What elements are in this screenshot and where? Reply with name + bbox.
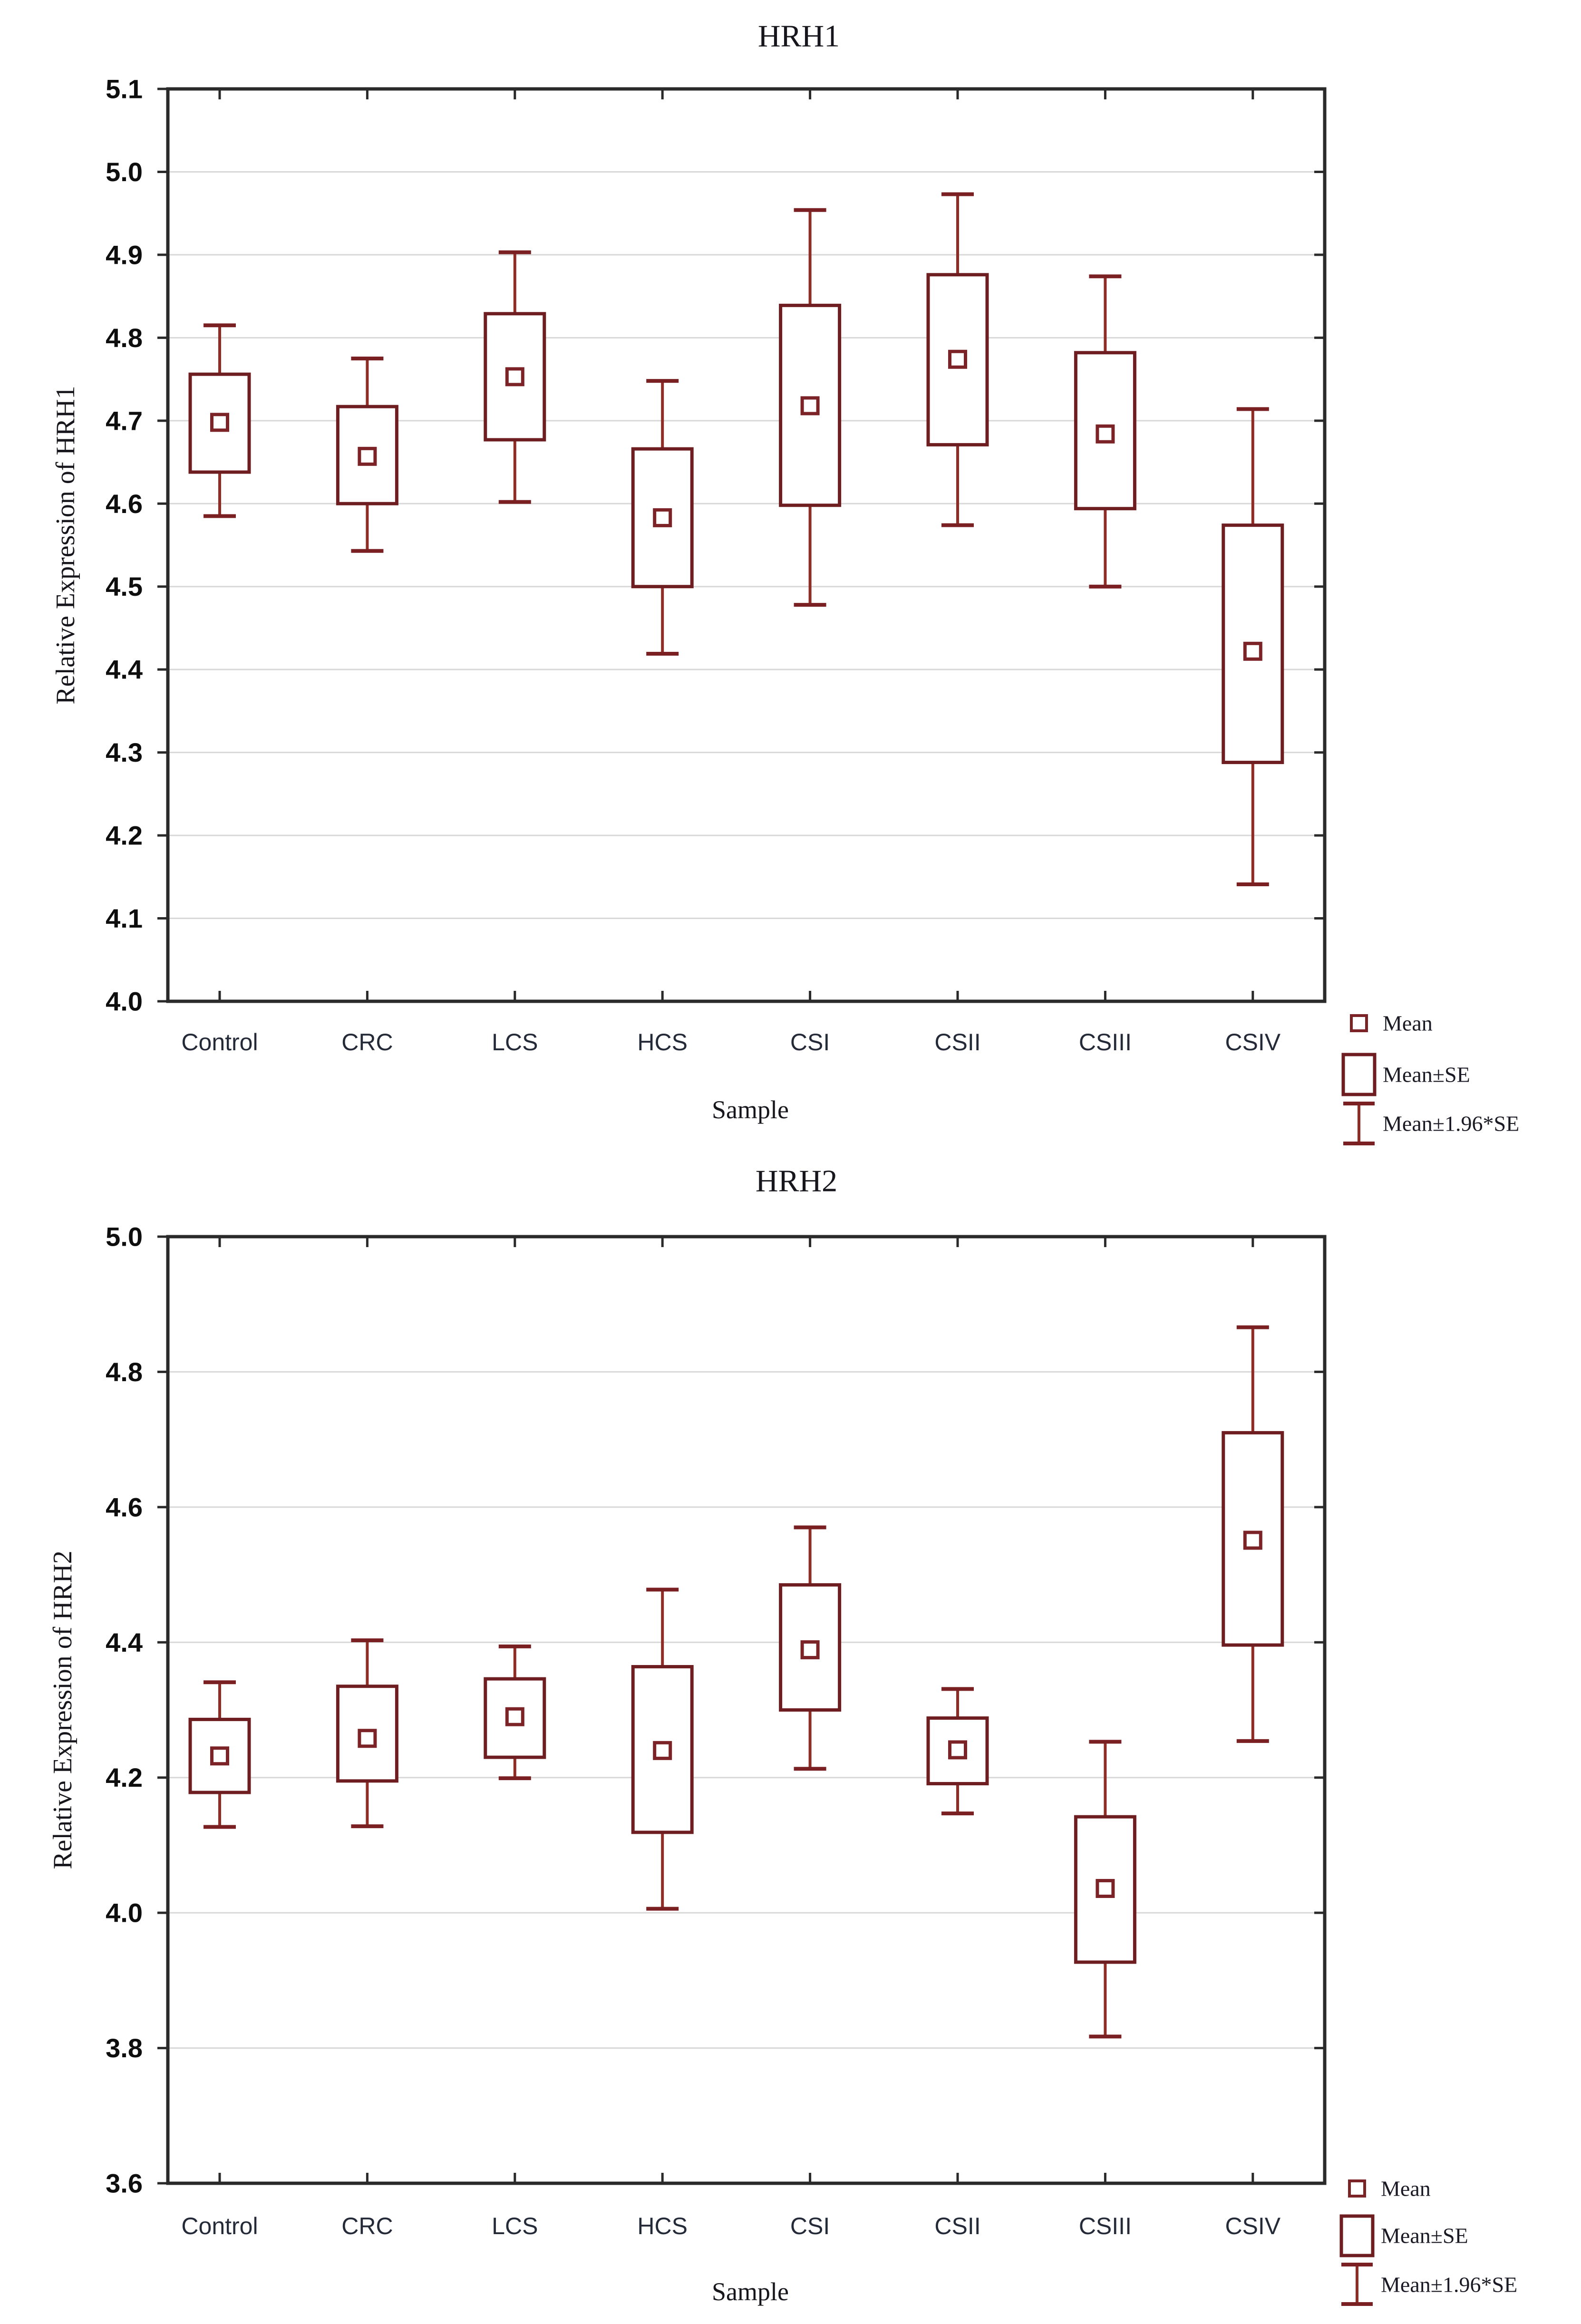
y-tick-label: 3.8 (106, 2033, 143, 2063)
y-tick-label: 3.6 (106, 2169, 143, 2198)
y-axis-title: Relative Expression of HRH2 (48, 1550, 78, 1869)
mean-marker (210, 1746, 229, 1766)
mean-marker (358, 1729, 377, 1748)
chart-hrh1: 5.1 5.0 4.9 4.8 4.7 4.6 4.5 4.4 4.3 4.2 4.1 4.0 Cont… (51, 19, 1519, 1145)
box-plot-CSII (926, 192, 989, 527)
chart-title: HRH2 (756, 1164, 837, 1199)
legend-se-box-marker (1341, 1053, 1377, 1096)
box-plot-CSIII (1074, 274, 1136, 589)
legend-label: Mean±SE (1383, 1063, 1470, 1087)
mean-marker (800, 1640, 820, 1659)
mean-marker (505, 367, 524, 387)
y-tick-label: 4.3 (106, 737, 143, 767)
x-tick-label: CSII (934, 2213, 980, 2239)
x-tick-label: CSIII (1079, 1029, 1132, 1055)
y-tick-label: 5.0 (106, 157, 143, 187)
box-plot-Control (188, 323, 251, 518)
mean-marker (653, 1741, 672, 1760)
legend-mean-marker (1348, 2179, 1366, 2198)
y-tick-label: 4.1 (106, 903, 143, 933)
mean-marker (1096, 1879, 1115, 1898)
x-tick-label: CRC (341, 1029, 393, 1055)
mean-marker (800, 396, 820, 416)
y-tick-label: 4.8 (106, 1357, 143, 1387)
y-tick-label: 4.7 (106, 406, 143, 436)
x-tick-label: CSIV (1225, 2213, 1280, 2239)
legend-mean-marker (1350, 1014, 1368, 1032)
legend-label: Mean±1.96*SE (1383, 1112, 1519, 1136)
y-tick-label: 4.0 (106, 1898, 143, 1928)
x-tick-label: CSI (790, 1029, 830, 1055)
box-plot-CSIII (1074, 1740, 1136, 2039)
box-plot-HCS (631, 379, 694, 656)
legend-label: Mean±SE (1381, 2224, 1468, 2248)
x-tick-label: HCS (637, 1029, 688, 1055)
chart-title: HRH1 (758, 19, 840, 54)
x-tick-label: CSI (790, 2213, 830, 2239)
y-tick-label: 4.0 (106, 987, 143, 1017)
legend-label: Mean±1.96*SE (1381, 2273, 1517, 2297)
y-tick-label: 5.1 (106, 74, 143, 104)
y-tick-label: 4.2 (106, 1762, 143, 1792)
x-axis-title: Sample (712, 1095, 789, 1124)
plot-frame (166, 1235, 1327, 2185)
box-plot-CSII (926, 1687, 989, 1816)
box-plot-CSI (779, 1525, 842, 1771)
y-tick-label: 5.0 (106, 1222, 143, 1252)
x-tick-label: Control (181, 1029, 258, 1055)
x-tick-label: CSII (934, 1029, 980, 1055)
y-axis-title: Relative Expression of HRH1 (51, 386, 80, 704)
mean-marker (1096, 424, 1115, 444)
se-box (188, 1717, 251, 1794)
y-tick-label: 4.6 (106, 489, 143, 519)
y-tick-label: 4.6 (106, 1492, 143, 1522)
box-plot-CRC (336, 1638, 398, 1829)
x-tick-label: Control (181, 2213, 258, 2239)
mean-marker (358, 446, 377, 466)
x-tick-label: LCS (492, 1029, 538, 1055)
y-tick-label: 4.9 (106, 240, 143, 270)
y-tick-label: 4.4 (106, 655, 143, 685)
mean-marker (948, 1740, 967, 1760)
legend-label: Mean (1383, 1011, 1433, 1036)
box-plot-Control (188, 1680, 251, 1829)
x-tick-label: CRC (341, 2213, 393, 2239)
box-plot-LCS (484, 250, 546, 504)
box-plot-CSIV (1222, 407, 1284, 887)
y-tick-label: 4.4 (106, 1627, 143, 1657)
mean-marker (505, 1707, 524, 1726)
box-plot-CSIV (1222, 1325, 1284, 1743)
mean-marker (948, 349, 967, 369)
x-tick-label: LCS (492, 2213, 538, 2239)
box-plot-CRC (336, 356, 398, 553)
legend-label: Mean (1381, 2177, 1431, 2201)
x-tick-label: HCS (637, 2213, 688, 2239)
y-tick-label: 4.5 (106, 571, 143, 601)
x-axis-title: Sample (712, 2277, 789, 2306)
mean-marker (653, 508, 672, 527)
box-plot-LCS (484, 1644, 546, 1781)
box-plot-CSI (779, 208, 842, 607)
legend: Mean Mean±SE Mean±1.96*SE (1339, 2177, 1517, 2306)
plot-frame (166, 87, 1327, 1003)
legend: Mean Mean±SE Mean±1.96*SE (1341, 1011, 1519, 1145)
x-tick-label: CSIII (1079, 2213, 1132, 2239)
y-tick-label: 4.2 (106, 821, 143, 851)
mean-marker (1243, 1530, 1262, 1550)
mean-marker (210, 413, 229, 432)
mean-marker (1243, 641, 1262, 661)
y-tick-label: 4.8 (106, 323, 143, 353)
legend-se-box-marker (1339, 2214, 1375, 2257)
box-plot-HCS (631, 1588, 694, 1911)
x-tick-label: CSIV (1225, 1029, 1280, 1055)
se-box (779, 1583, 842, 1712)
chart-hrh2: 5.0 4.8 4.6 4.4 4.2 4.0 3.8 3.6 Control CRC LCS HCS… (48, 1164, 1517, 2306)
